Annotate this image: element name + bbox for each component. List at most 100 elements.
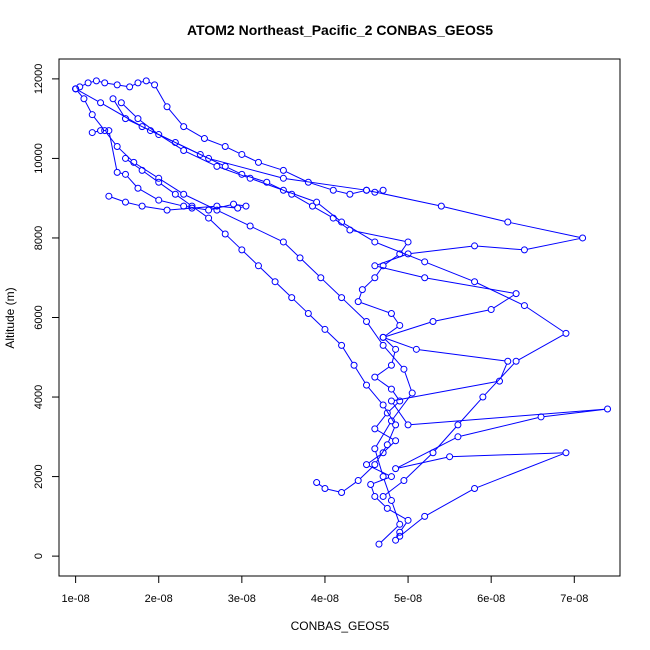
series-line-segment xyxy=(210,219,224,233)
series-line-segment xyxy=(376,366,390,376)
data-point xyxy=(404,421,412,429)
data-point xyxy=(408,389,416,397)
data-point xyxy=(392,421,400,429)
series-line-segment xyxy=(368,387,382,404)
data-point xyxy=(371,425,379,433)
data-point xyxy=(254,158,262,166)
data-point xyxy=(392,437,400,445)
data-point xyxy=(126,83,134,91)
data-point xyxy=(88,111,96,119)
series-line-segment xyxy=(500,363,508,379)
series-line-segment xyxy=(244,155,256,162)
series-line-segment xyxy=(401,522,407,531)
data-point xyxy=(504,357,512,365)
series-line-segment xyxy=(294,195,311,206)
series-line-segment xyxy=(401,517,423,535)
series-line-segment xyxy=(260,267,274,280)
data-point xyxy=(121,170,129,178)
series-line-segment xyxy=(77,90,83,97)
series-line-segment xyxy=(160,135,182,150)
series-line-segment xyxy=(369,190,439,207)
series-line-segment xyxy=(377,254,406,266)
data-point xyxy=(171,190,179,198)
data-point xyxy=(512,290,520,298)
series-line-segment xyxy=(543,408,605,418)
data-point xyxy=(387,310,395,318)
data-point xyxy=(338,218,346,226)
data-point xyxy=(379,186,387,194)
series-line-segment xyxy=(314,207,331,218)
series-line-segment xyxy=(227,235,241,249)
series-line-segment xyxy=(380,526,398,543)
data-point xyxy=(142,77,150,85)
data-point xyxy=(313,479,321,487)
series-line-segment xyxy=(375,451,383,474)
data-point xyxy=(350,361,358,369)
data-point xyxy=(392,536,400,544)
series-line-segment xyxy=(93,116,104,129)
series-line-segment xyxy=(364,279,374,288)
series-line-segment xyxy=(194,205,214,209)
data-point xyxy=(375,540,383,548)
data-point xyxy=(363,381,371,389)
series-line-segment xyxy=(493,294,514,309)
data-point xyxy=(396,532,404,540)
data-point xyxy=(387,473,395,481)
data-point xyxy=(392,345,400,353)
data-point xyxy=(363,317,371,325)
series-line-segment xyxy=(148,81,153,85)
data-point xyxy=(138,202,146,210)
series-line-segment xyxy=(243,251,257,265)
data-point xyxy=(279,238,287,246)
series-line-segment xyxy=(107,82,115,85)
y-tick-label: 8000 xyxy=(33,226,45,250)
data-point xyxy=(354,298,362,306)
series-line-segment xyxy=(360,302,389,313)
y-tick-label: 10000 xyxy=(33,143,45,174)
data-point xyxy=(80,95,88,103)
series-line-segment xyxy=(286,178,364,191)
series-line-segment xyxy=(435,309,489,322)
data-point xyxy=(400,477,408,485)
x-tick-label: 4e-08 xyxy=(311,593,339,605)
data-point xyxy=(138,166,146,174)
data-point xyxy=(387,496,395,504)
data-point xyxy=(163,103,171,111)
data-point xyxy=(101,127,109,135)
data-point xyxy=(72,85,80,93)
data-point xyxy=(180,190,188,198)
data-point xyxy=(180,146,188,154)
data-point xyxy=(479,393,487,401)
series-line-segment xyxy=(452,452,563,458)
data-point xyxy=(379,473,387,481)
data-point xyxy=(354,477,362,485)
x-tick-label: 6e-08 xyxy=(477,593,505,605)
data-point xyxy=(387,361,395,369)
data-point xyxy=(363,461,371,469)
data-point xyxy=(317,274,325,282)
series-line-segment xyxy=(140,189,157,200)
data-point xyxy=(487,306,495,314)
series-line-segment xyxy=(484,363,515,396)
series-line-segment xyxy=(360,466,374,479)
series-line-segment xyxy=(219,166,248,178)
series-line-segment xyxy=(459,398,482,423)
series-line-segment xyxy=(186,151,215,166)
series-line-segment xyxy=(177,195,190,205)
series-line-segment xyxy=(526,306,564,333)
data-point xyxy=(155,174,163,182)
series-line-segment xyxy=(355,367,366,383)
data-point xyxy=(188,204,196,212)
series-line-segment xyxy=(368,454,381,464)
data-point xyxy=(454,421,462,429)
series-line-segment xyxy=(358,292,362,299)
series-line-segment xyxy=(376,267,382,276)
series-line-segment xyxy=(186,127,203,138)
data-point xyxy=(321,485,329,493)
data-point xyxy=(379,341,387,349)
series-line-segment xyxy=(276,283,290,296)
data-point xyxy=(196,150,204,158)
series-line-segment xyxy=(427,262,472,282)
